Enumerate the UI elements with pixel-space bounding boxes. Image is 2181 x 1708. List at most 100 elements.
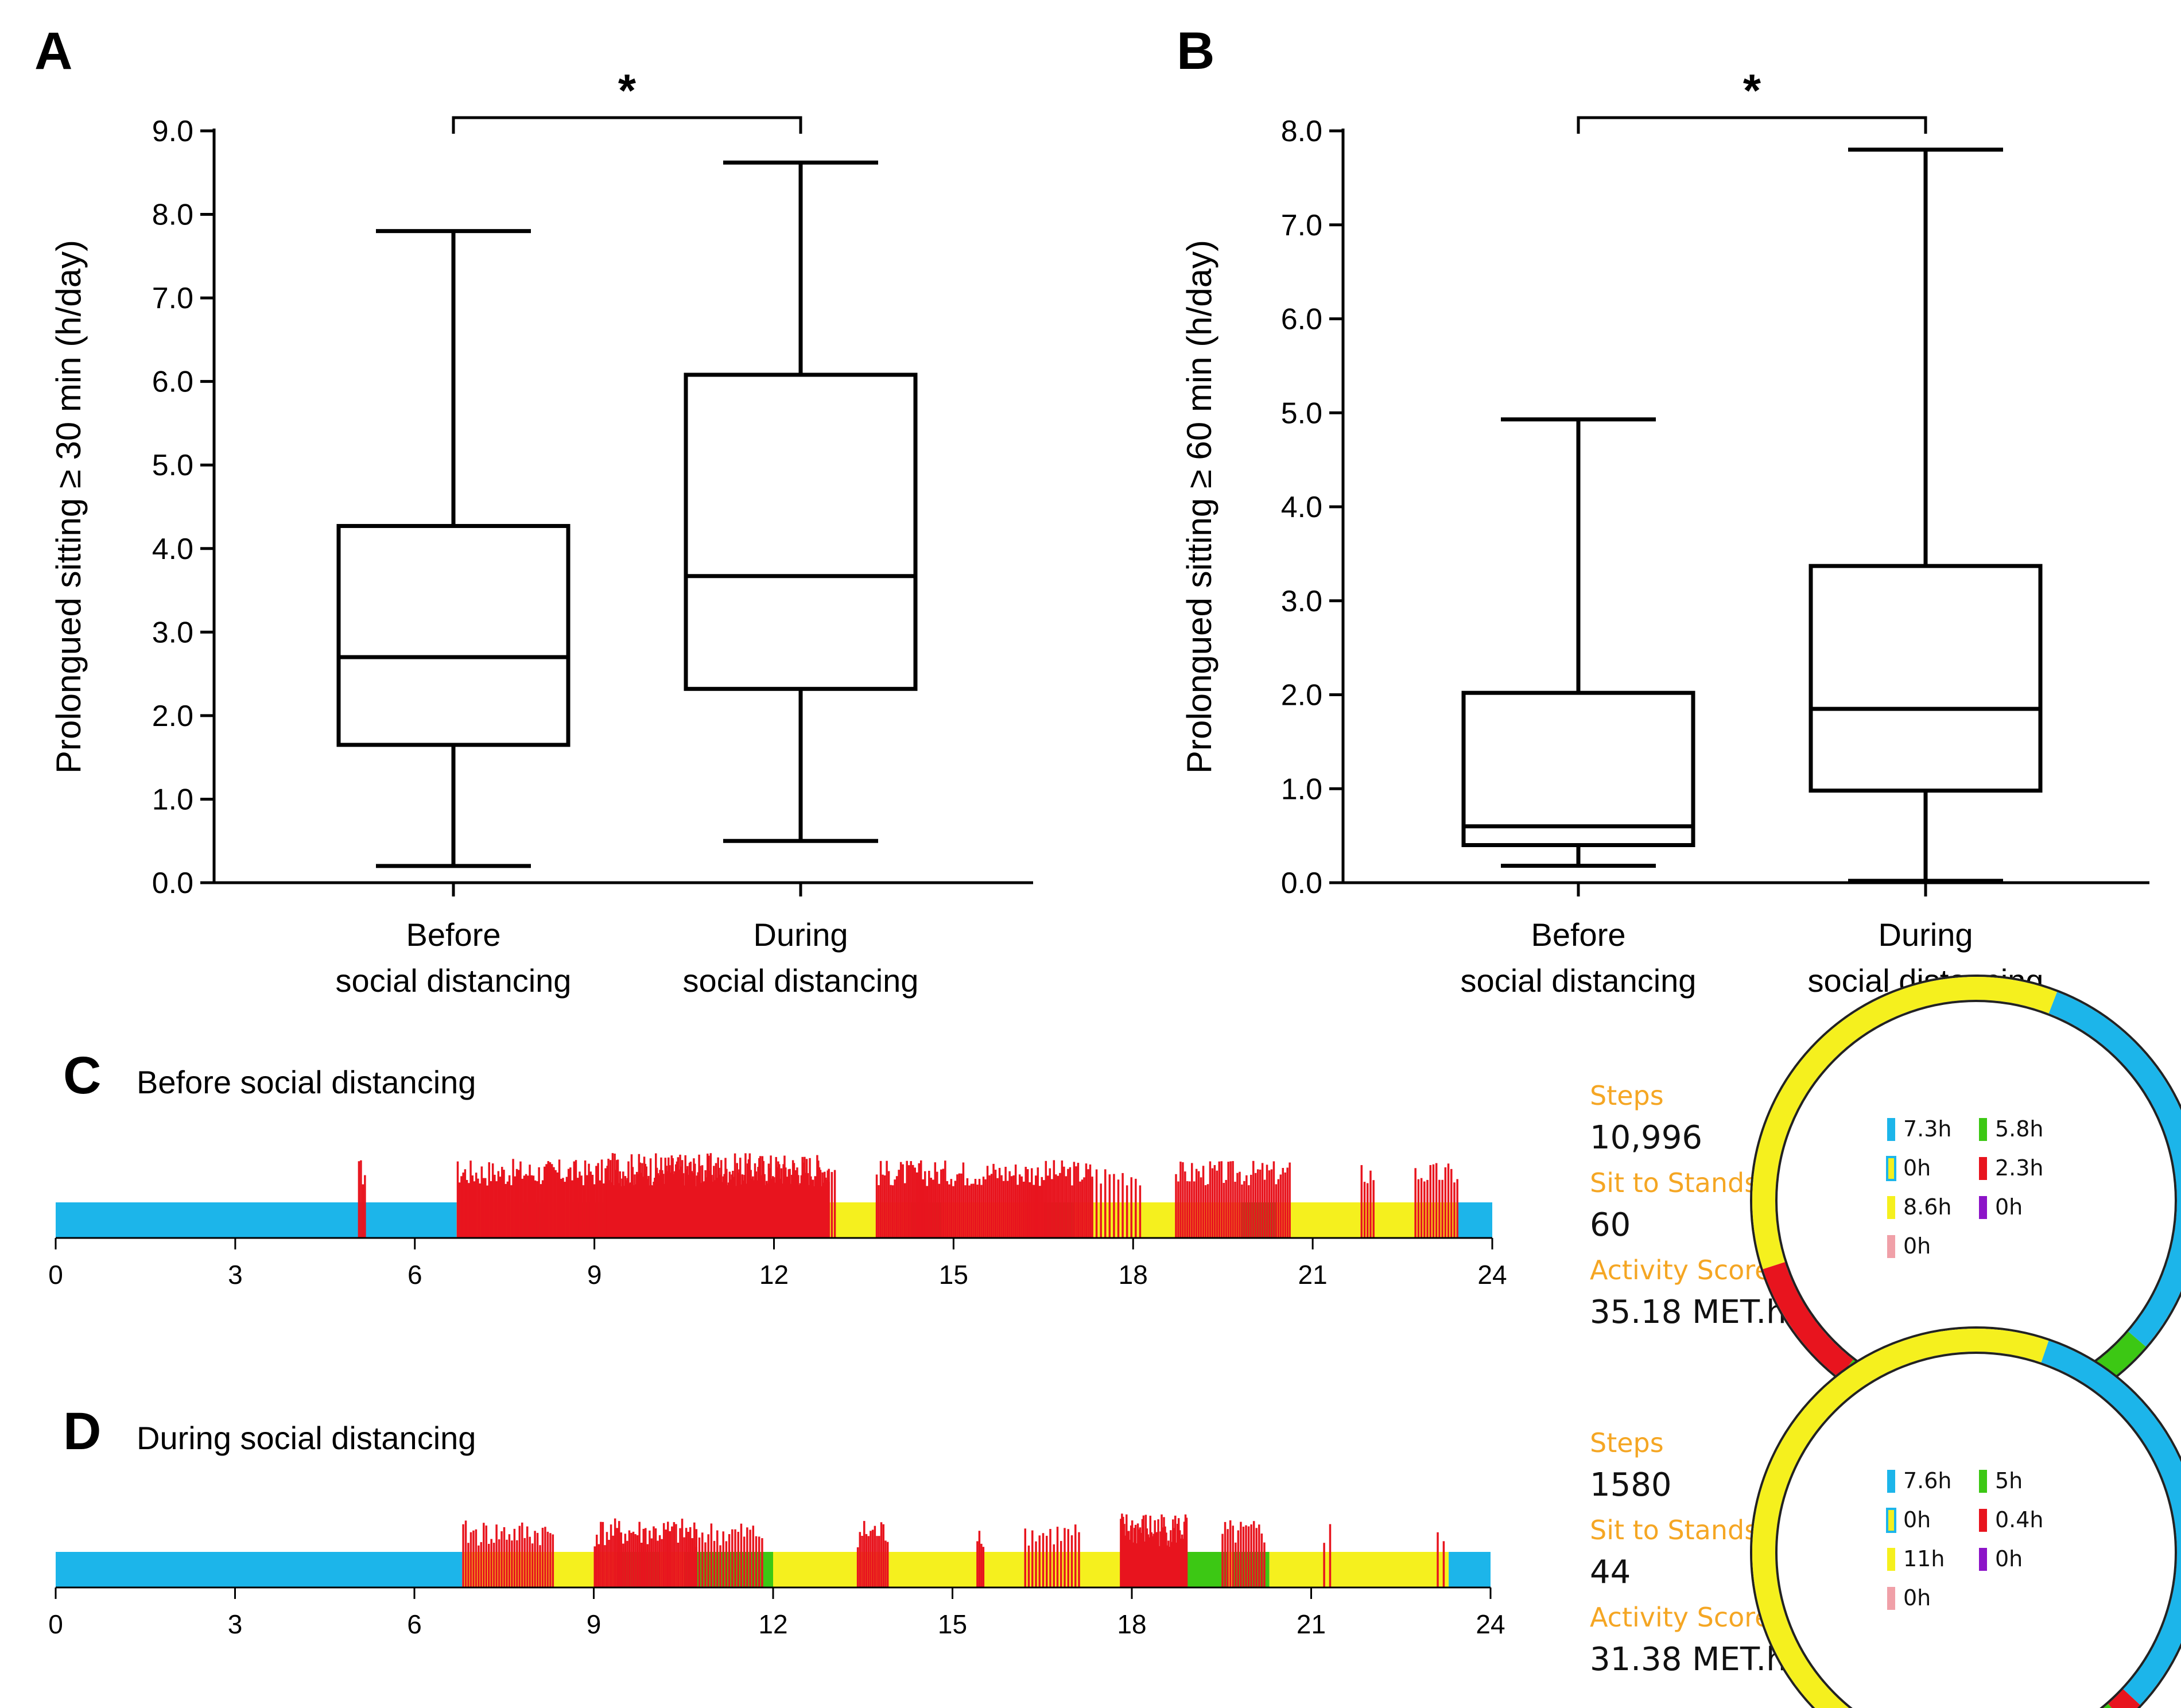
step-spike [963, 1162, 965, 1238]
step-spike [1085, 1163, 1088, 1238]
category-label: social distancing [683, 962, 919, 999]
step-spike [498, 1171, 500, 1238]
step-spike [1261, 1534, 1263, 1587]
step-spike [483, 1178, 485, 1238]
step-spike [583, 1185, 585, 1238]
step-spike [1423, 1182, 1426, 1238]
step-spike [510, 1185, 513, 1238]
step-spike [580, 1175, 583, 1238]
step-spike [1011, 1176, 1013, 1238]
y-tick-label: 8.0 [152, 199, 193, 232]
step-spike [884, 1540, 887, 1587]
step-spike [569, 1167, 572, 1238]
step-spike [1453, 1182, 1456, 1238]
step-spike [1207, 1184, 1209, 1238]
step-spike [1268, 1170, 1271, 1238]
significance-star: * [1743, 65, 1761, 116]
step-spike [1104, 1169, 1107, 1238]
step-spike [1075, 1166, 1077, 1238]
step-spike [653, 1527, 655, 1587]
step-spike [1278, 1179, 1280, 1238]
step-spike [926, 1186, 929, 1238]
step-spike [1012, 1175, 1015, 1238]
step-spike [1443, 1541, 1445, 1587]
step-spike [980, 1185, 983, 1238]
step-spike [738, 1532, 740, 1587]
time-tick-label: 0 [48, 1260, 63, 1290]
step-spike [531, 1543, 534, 1587]
legend-value-other: 0h [1903, 1507, 1931, 1532]
step-spike [564, 1182, 566, 1238]
step-spike [475, 1530, 478, 1587]
step-spike [649, 1531, 651, 1587]
step-spike [1421, 1178, 1423, 1238]
step-spike [1191, 1163, 1193, 1238]
legend-value-lie: 0h [1903, 1585, 1931, 1610]
step-spike [920, 1160, 922, 1238]
steps-label: Steps [1590, 1427, 1664, 1458]
step-spike [1266, 1164, 1268, 1238]
time-tick-label: 24 [1477, 1260, 1507, 1290]
step-spike [1245, 1175, 1248, 1238]
step-spike [834, 1170, 836, 1238]
legend-value-step: 0.4h [1995, 1507, 2044, 1532]
step-spike [1033, 1185, 1035, 1238]
step-spike [916, 1173, 918, 1238]
segment-sleep [1456, 1202, 1492, 1238]
activity-score-label: Activity Score [1590, 1602, 1771, 1633]
step-spike [503, 1170, 505, 1238]
step-spike [743, 1536, 746, 1587]
step-spike [1175, 1174, 1177, 1238]
step-spike [828, 1182, 830, 1238]
box-before [1464, 420, 1693, 866]
step-spike [516, 1540, 518, 1587]
step-spike [1205, 1185, 1207, 1238]
step-spike [1429, 1165, 1431, 1238]
step-spike [863, 1521, 866, 1587]
step-spike [914, 1167, 916, 1238]
step-spike [606, 1532, 608, 1587]
segment-sit [1073, 1202, 1241, 1238]
step-spike [991, 1174, 993, 1238]
step-spike [1445, 1167, 1447, 1238]
step-spike [1049, 1169, 1051, 1238]
step-spike [551, 1164, 553, 1238]
iqr-box [339, 526, 568, 744]
step-spike [924, 1171, 926, 1238]
activity-score-label: Activity Score [1590, 1255, 1771, 1286]
step-spike [1074, 1524, 1077, 1587]
step-spike [1255, 1173, 1257, 1238]
step-spike [1061, 1160, 1064, 1238]
step-spike [1096, 1170, 1098, 1238]
step-spike [544, 1527, 546, 1587]
step-spike [972, 1183, 975, 1238]
step-spike [1232, 1161, 1234, 1238]
step-spike [1016, 1185, 1019, 1238]
step-spike [1020, 1177, 1023, 1238]
step-spike [1239, 1172, 1241, 1238]
step-spike [529, 1537, 531, 1587]
step-spike [472, 1175, 474, 1238]
legend-swatch-step [1979, 1509, 1987, 1532]
step-spike [536, 1181, 538, 1238]
y-tick-label: 4.0 [152, 533, 193, 566]
step-spike [878, 1185, 880, 1238]
step-spike [1243, 1527, 1245, 1587]
step-spike [478, 1546, 480, 1587]
time-tick-label: 9 [587, 1609, 601, 1639]
step-spike [1271, 1169, 1273, 1238]
step-spike [1286, 1167, 1289, 1238]
step-spike [1069, 1167, 1072, 1238]
step-spike [592, 1175, 594, 1238]
step-spike [537, 1533, 539, 1587]
step-spike [1057, 1527, 1059, 1587]
step-spike [661, 1539, 663, 1587]
step-spike [1237, 1530, 1240, 1587]
step-spike [604, 1545, 606, 1587]
step-spike [1028, 1546, 1030, 1587]
step-spike [526, 1527, 529, 1587]
step-spike [1258, 1524, 1260, 1587]
step-spike [1071, 1185, 1073, 1238]
step-spike [1240, 1522, 1242, 1587]
category-label: During [754, 917, 848, 953]
